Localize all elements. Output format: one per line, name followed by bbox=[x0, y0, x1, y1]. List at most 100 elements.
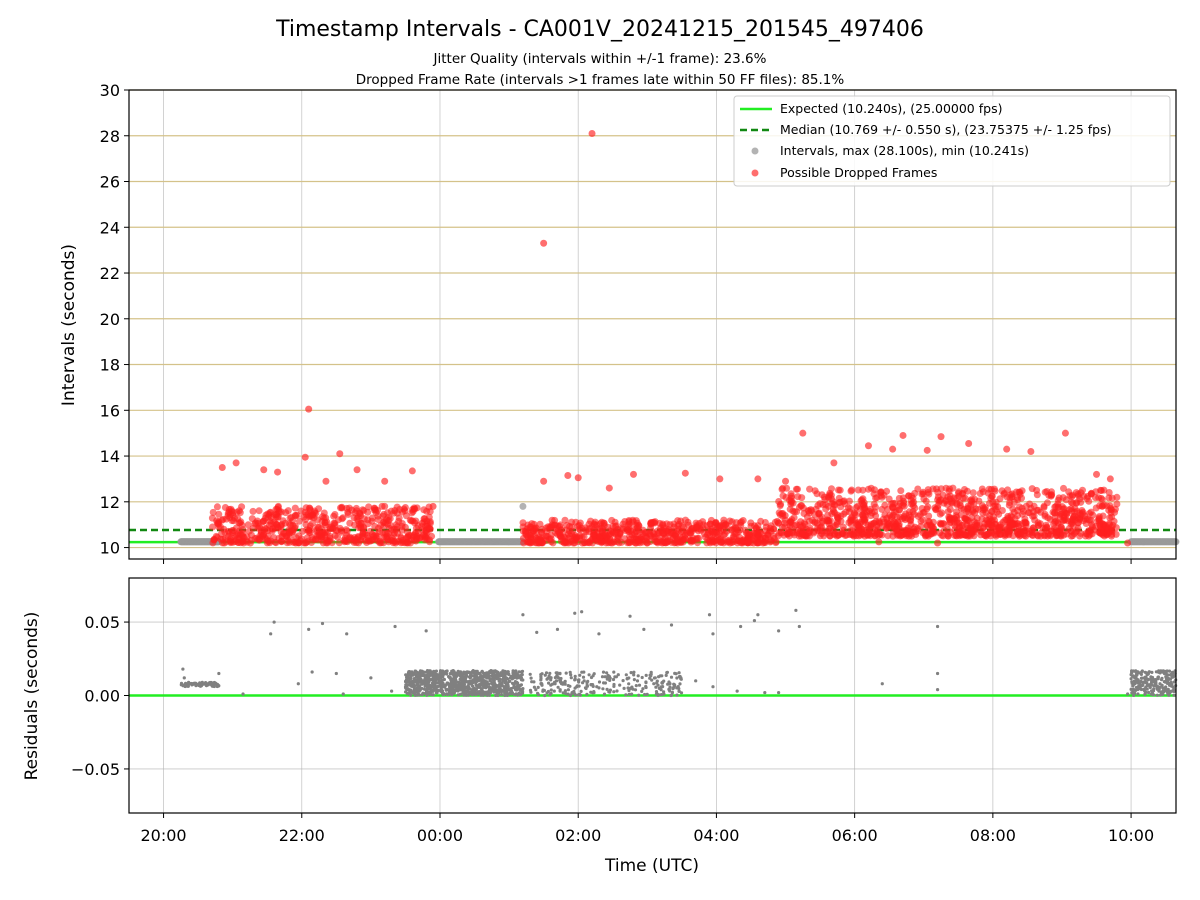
residual-point bbox=[655, 679, 659, 683]
residual-point bbox=[1161, 692, 1165, 697]
dropped-frame-point bbox=[257, 529, 265, 537]
residual-point bbox=[543, 693, 547, 698]
residuals-panel: 20:00 22:00 00:00 02:00 04:00 06:00 08:00 10:00… bbox=[22, 577, 1178, 876]
residual-point bbox=[637, 693, 641, 697]
residual-point bbox=[540, 683, 544, 687]
dropped-frame-point bbox=[899, 501, 907, 509]
dropped-frame-point bbox=[917, 522, 925, 530]
residual-point bbox=[469, 672, 473, 676]
residual-point bbox=[711, 685, 715, 689]
residual-point bbox=[635, 679, 640, 683]
residual-point bbox=[654, 685, 658, 689]
residual-point bbox=[657, 693, 661, 697]
dropped-frame-point bbox=[370, 532, 378, 540]
dropped-frame-point bbox=[1124, 539, 1132, 547]
dropped-frame-point bbox=[670, 520, 678, 528]
chart-subtitle-jitter: Jitter Quality (intervals within +/-1 fr… bbox=[433, 51, 767, 67]
residual-point bbox=[334, 671, 338, 676]
dropped-frame-point bbox=[315, 505, 323, 513]
residual-point bbox=[935, 688, 940, 692]
residual-point bbox=[416, 681, 420, 685]
residual-point bbox=[474, 693, 478, 697]
residual-point bbox=[1150, 670, 1154, 675]
residual-point bbox=[578, 692, 582, 697]
residual-point bbox=[579, 689, 583, 694]
residual-point bbox=[566, 684, 570, 688]
residual-point bbox=[187, 682, 191, 686]
residual-point bbox=[432, 681, 436, 686]
residual-point bbox=[1129, 687, 1133, 692]
residual-point bbox=[566, 688, 571, 692]
dropped-frame-point bbox=[837, 503, 845, 511]
dropped-frame-point bbox=[402, 534, 410, 542]
residual-point bbox=[485, 674, 489, 678]
dropped-frame-point bbox=[754, 475, 762, 483]
residual-point bbox=[1152, 693, 1156, 697]
dropped-frame-point bbox=[381, 477, 389, 485]
residual-point bbox=[417, 693, 421, 697]
residual-point bbox=[1162, 680, 1166, 684]
dropped-frame-point bbox=[857, 497, 865, 505]
dropped-frame-point bbox=[909, 508, 917, 516]
dropped-frame-point bbox=[1041, 488, 1049, 496]
residual-point bbox=[519, 675, 523, 679]
dropped-frame-point bbox=[794, 493, 802, 501]
residual-point bbox=[450, 693, 454, 697]
residual-point bbox=[459, 684, 463, 689]
dropped-frame-point bbox=[747, 522, 755, 530]
x-tick-label: 20:00 bbox=[140, 826, 186, 845]
residual-point bbox=[451, 689, 455, 693]
dropped-frame-point bbox=[996, 530, 1004, 538]
dropped-frame-point bbox=[414, 529, 422, 537]
residual-point bbox=[495, 684, 499, 688]
residual-point bbox=[505, 691, 509, 696]
residual-point bbox=[601, 670, 606, 674]
dropped-frame-point bbox=[823, 517, 831, 525]
dropped-frame-point bbox=[981, 504, 989, 512]
dropped-frame-point bbox=[1074, 525, 1082, 532]
residual-point bbox=[644, 680, 648, 684]
residual-point bbox=[584, 686, 588, 691]
residual-point bbox=[589, 683, 593, 687]
dropped-frame-point bbox=[888, 513, 896, 521]
dropped-frame-point bbox=[647, 519, 655, 527]
dropped-frame-point bbox=[522, 531, 530, 539]
residual-point bbox=[577, 684, 581, 688]
residual-point bbox=[1161, 670, 1165, 674]
residual-point bbox=[1160, 683, 1164, 687]
dropped-frame-point bbox=[1031, 516, 1039, 524]
intervals-ticks: 10 12 14 16 18 20 22 24 26 28 30 bbox=[100, 81, 1132, 564]
residual-point bbox=[506, 683, 510, 687]
dropped-frame-point bbox=[835, 486, 842, 494]
residuals-points bbox=[179, 608, 1178, 698]
dropped-frame-point bbox=[1003, 445, 1011, 453]
dropped-frame-point bbox=[346, 519, 354, 527]
dropped-frame-point bbox=[380, 523, 388, 531]
residual-point bbox=[341, 692, 345, 696]
dropped-frame-point bbox=[233, 531, 241, 539]
dropped-frame-point bbox=[965, 439, 973, 447]
dropped-frame-point bbox=[562, 526, 570, 534]
dropped-frame-point bbox=[737, 518, 745, 526]
residual-point bbox=[409, 693, 413, 697]
dropped-frame-point bbox=[847, 487, 855, 495]
dropped-frame-point bbox=[255, 507, 263, 515]
dropped-frame-point bbox=[254, 535, 262, 543]
dropped-frame-point bbox=[1067, 505, 1075, 513]
residual-point bbox=[563, 680, 567, 684]
dropped-frame-point bbox=[1001, 516, 1009, 524]
residual-point bbox=[622, 686, 626, 691]
dropped-frame-point bbox=[872, 494, 880, 502]
dropped-frame-point bbox=[724, 537, 732, 545]
residual-point bbox=[497, 677, 501, 682]
dropped-frame-point bbox=[992, 505, 1000, 513]
dropped-frame-point bbox=[731, 530, 739, 538]
residual-point bbox=[605, 671, 609, 675]
dropped-frame-point bbox=[779, 492, 787, 500]
dropped-frame-point bbox=[795, 503, 803, 511]
dropped-frame-point bbox=[308, 519, 316, 527]
dropped-frame-point bbox=[328, 539, 336, 547]
residual-point bbox=[661, 685, 665, 689]
dropped-frame-point bbox=[283, 533, 291, 540]
dropped-frame-point bbox=[897, 487, 905, 495]
